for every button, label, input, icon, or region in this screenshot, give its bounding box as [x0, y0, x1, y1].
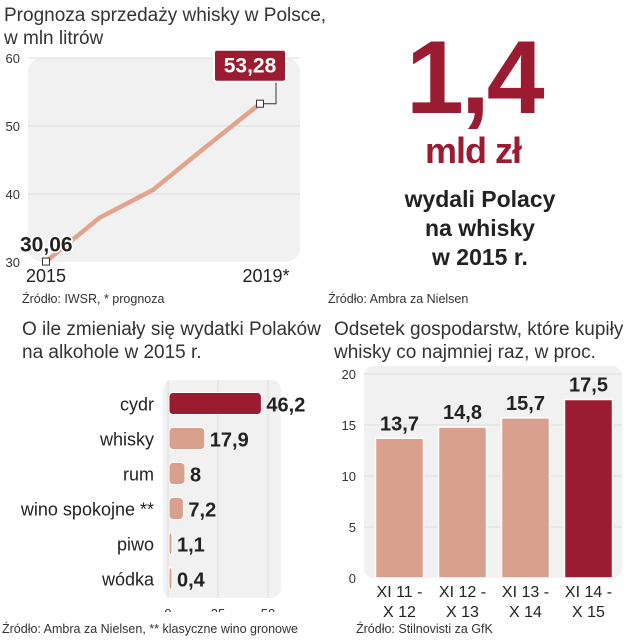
vbar-chart-x-tick-label: X 15 [572, 604, 605, 621]
line-chart: 30 40 50 60 30,06 53,28 2015 2019* [6, 50, 300, 286]
hbar-chart-x-tick-label: 25 [211, 606, 225, 612]
hbar-chart-value-label: 17,9 [210, 430, 249, 452]
vbar-chart-value-label: 13,7 [380, 413, 419, 435]
hbar-chart-x-tick-label: 50 [261, 606, 275, 612]
line-chart-callout-leader [264, 81, 277, 105]
vbar-chart-bar [563, 398, 614, 579]
hbar-chart-value-label: 7,2 [188, 500, 216, 522]
vbar-chart-source: Źródło: Stilnovisti za GfK [356, 622, 493, 636]
line-chart-y-tick-label: 30 [6, 255, 20, 270]
headline-text-line-2: na whisky [425, 215, 535, 241]
vbar-chart-bar [374, 437, 425, 579]
hbar-chart-bar [168, 462, 186, 485]
vbar-chart-x-tick-label: XI 13 - [502, 584, 549, 601]
hbar-chart-bar [168, 532, 173, 555]
hbar-chart-value-label: 8 [190, 465, 201, 487]
vbar-chart-x-tick-label: XI 11 - [377, 584, 423, 601]
hbar-chart-value-label: 0,4 [177, 570, 206, 592]
line-chart-y-tick-label: 40 [6, 187, 20, 202]
vbar-chart-title-line-1: Odsetek gospodarstw, które kupiły [334, 319, 624, 340]
headline-value: 1,4 [406, 20, 545, 136]
hbar-chart-bar [168, 497, 184, 520]
headline-unit: mld zł [425, 130, 522, 171]
line-chart-x-tick-label: 2019* [242, 266, 289, 286]
vbar-chart-value-label: 17,5 [569, 375, 608, 397]
line-chart-title-line-2: w mln litrów [4, 28, 104, 49]
line-chart-value-label-first: 30,06 [20, 234, 73, 257]
line-chart-title: Prognoza sprzedaży whisky w Polsce, w ml… [4, 4, 326, 50]
vbar-chart-y-tick-label: 10 [342, 469, 356, 484]
hbar-chart-bar [168, 567, 173, 590]
headline-source: Źródło: Ambra za Nielsen [328, 292, 469, 306]
line-chart-callout-box [213, 50, 287, 83]
headline-text-line-3: w 2015 r. [432, 244, 528, 270]
vbar-chart-panel [364, 366, 622, 578]
hbar-chart-value-label: 1,1 [177, 535, 205, 557]
vbar-chart-title-line-2: whisky co najmniej raz, w proc. [334, 342, 596, 363]
hbar-chart-category-label: rum [123, 465, 154, 485]
vbar-chart-y-tick-label: 20 [342, 367, 356, 382]
headline-text: wydali Polacy na whisky w 2015 r. [380, 185, 580, 272]
hbar-chart-bar [168, 392, 262, 415]
vbar-chart-y-tick-label: 0 [349, 571, 356, 586]
hbar-chart-title-line-2: na alkohole w 2015 r. [22, 342, 202, 363]
vbar-chart-x-tick-label: X 12 [383, 604, 416, 621]
vbar-chart-title: Odsetek gospodarstw, które kupiły whisky… [334, 318, 623, 364]
hbar-chart-category-label: wódka [101, 570, 155, 590]
hbar-chart-category-label: wino spokojne ** [20, 500, 154, 520]
vbar-chart-y-tick-label: 5 [349, 520, 356, 535]
line-chart-panel [28, 58, 300, 262]
hbar-chart-category-label: piwo [117, 535, 154, 555]
hbar-chart-title-line-1: O ile zmieniały się wydatki Polaków [22, 319, 321, 340]
line-chart-series-line [44, 101, 262, 264]
vbar-chart-y-tick-label: 15 [342, 418, 356, 433]
vbar-chart-x-tick-label: XI 14 - [565, 584, 612, 601]
hbar-chart-value-label: 46,2 [266, 395, 305, 417]
hbar-chart-x-tick-label: 0 [164, 606, 171, 612]
line-chart-title-line-1: Prognoza sprzedaży whisky w Polsce, [4, 5, 327, 26]
line-chart-point-last [256, 99, 264, 108]
hbar-chart-title: O ile zmieniały się wydatki Polaków na a… [22, 318, 321, 364]
vbar-chart: 0 5 10 15 20 13,7 XI 11 - X 12 14,8 XI 12 - X 13 15… [342, 366, 622, 621]
vbar-chart-value-label: 14,8 [443, 402, 482, 424]
line-chart-x-tick-label: 2015 [26, 266, 66, 286]
headline-text-line-1: wydali Polacy [404, 186, 556, 212]
hbar-chart-category-label: cydr [120, 395, 154, 415]
vbar-chart-x-tick-label: X 14 [509, 604, 542, 621]
line-chart-source: Źródło: IWSR, * prognoza [22, 292, 165, 306]
vbar-chart-bar [437, 426, 488, 579]
hbar-chart: 0 25 50 cydr 46,2 whisky 17,9 rum 8 wino spokojne… [20, 380, 305, 612]
line-chart-point-first [42, 257, 50, 266]
line-chart-y-tick-label: 60 [6, 51, 20, 66]
vbar-chart-x-tick-label: X 13 [446, 604, 479, 621]
line-chart-y-tick-label: 50 [6, 119, 20, 134]
hbar-chart-bar [168, 427, 206, 450]
vbar-chart-bar [500, 417, 551, 579]
vbar-chart-value-label: 15,7 [506, 393, 545, 415]
hbar-chart-category-label: whisky [99, 430, 154, 450]
hbar-chart-source: Źródło: Ambra za Nielsen, ** klasyczne w… [2, 622, 298, 636]
vbar-chart-x-tick-label: XI 12 - [439, 584, 486, 601]
line-chart-value-label-last: 53,28 [224, 55, 277, 78]
